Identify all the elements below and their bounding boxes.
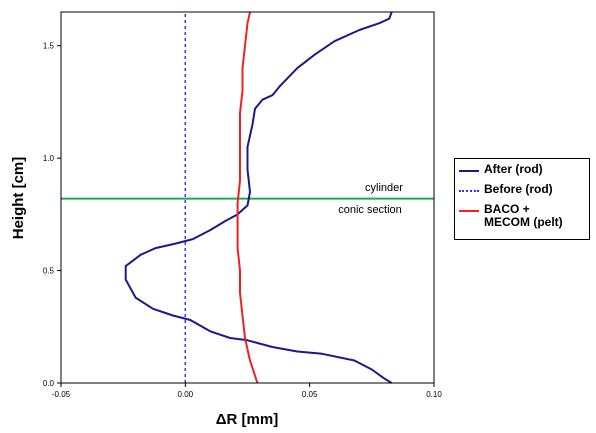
legend-item-before: Before (rod) — [459, 183, 553, 196]
legend-label-before: Before (rod) — [484, 182, 553, 196]
plot-frame — [60, 11, 435, 384]
annotation-below: conic section — [338, 204, 402, 216]
legend-swatch-after — [459, 170, 479, 172]
legend-swatch-baco — [459, 210, 479, 212]
x-tick-label: 0.05 — [302, 390, 318, 399]
x-tick-label: 0.00 — [178, 390, 194, 399]
x-tick-label: -0.05 — [52, 390, 71, 399]
annotation-above: cylinder — [365, 182, 403, 194]
legend-item-baco: BACO + MECOM (pelt) — [459, 203, 563, 229]
legend: After (rod) Before (rod) BACO + MECOM (p… — [454, 158, 590, 240]
y-tick-label: 1.5 — [43, 42, 55, 51]
legend-label-baco-line1: BACO + — [484, 202, 530, 216]
legend-swatch-before — [459, 190, 479, 192]
series-line-2 — [236, 11, 259, 384]
y-axis-title: Height [cm] — [10, 157, 27, 240]
y-tick-label: 1.0 — [43, 154, 55, 163]
y-tick-label: 0.5 — [43, 267, 55, 276]
legend-label-baco-line2: MECOM (pelt) — [484, 215, 563, 229]
x-axis-title: ΔR [mm] — [216, 411, 278, 428]
series-line-0 — [124, 11, 393, 384]
x-tick-label: 0.10 — [426, 390, 442, 399]
plot-area — [61, 12, 434, 383]
legend-label-after: After (rod) — [484, 162, 543, 176]
y-tick-label: 0.0 — [43, 379, 55, 388]
legend-item-after: After (rod) — [459, 163, 543, 176]
